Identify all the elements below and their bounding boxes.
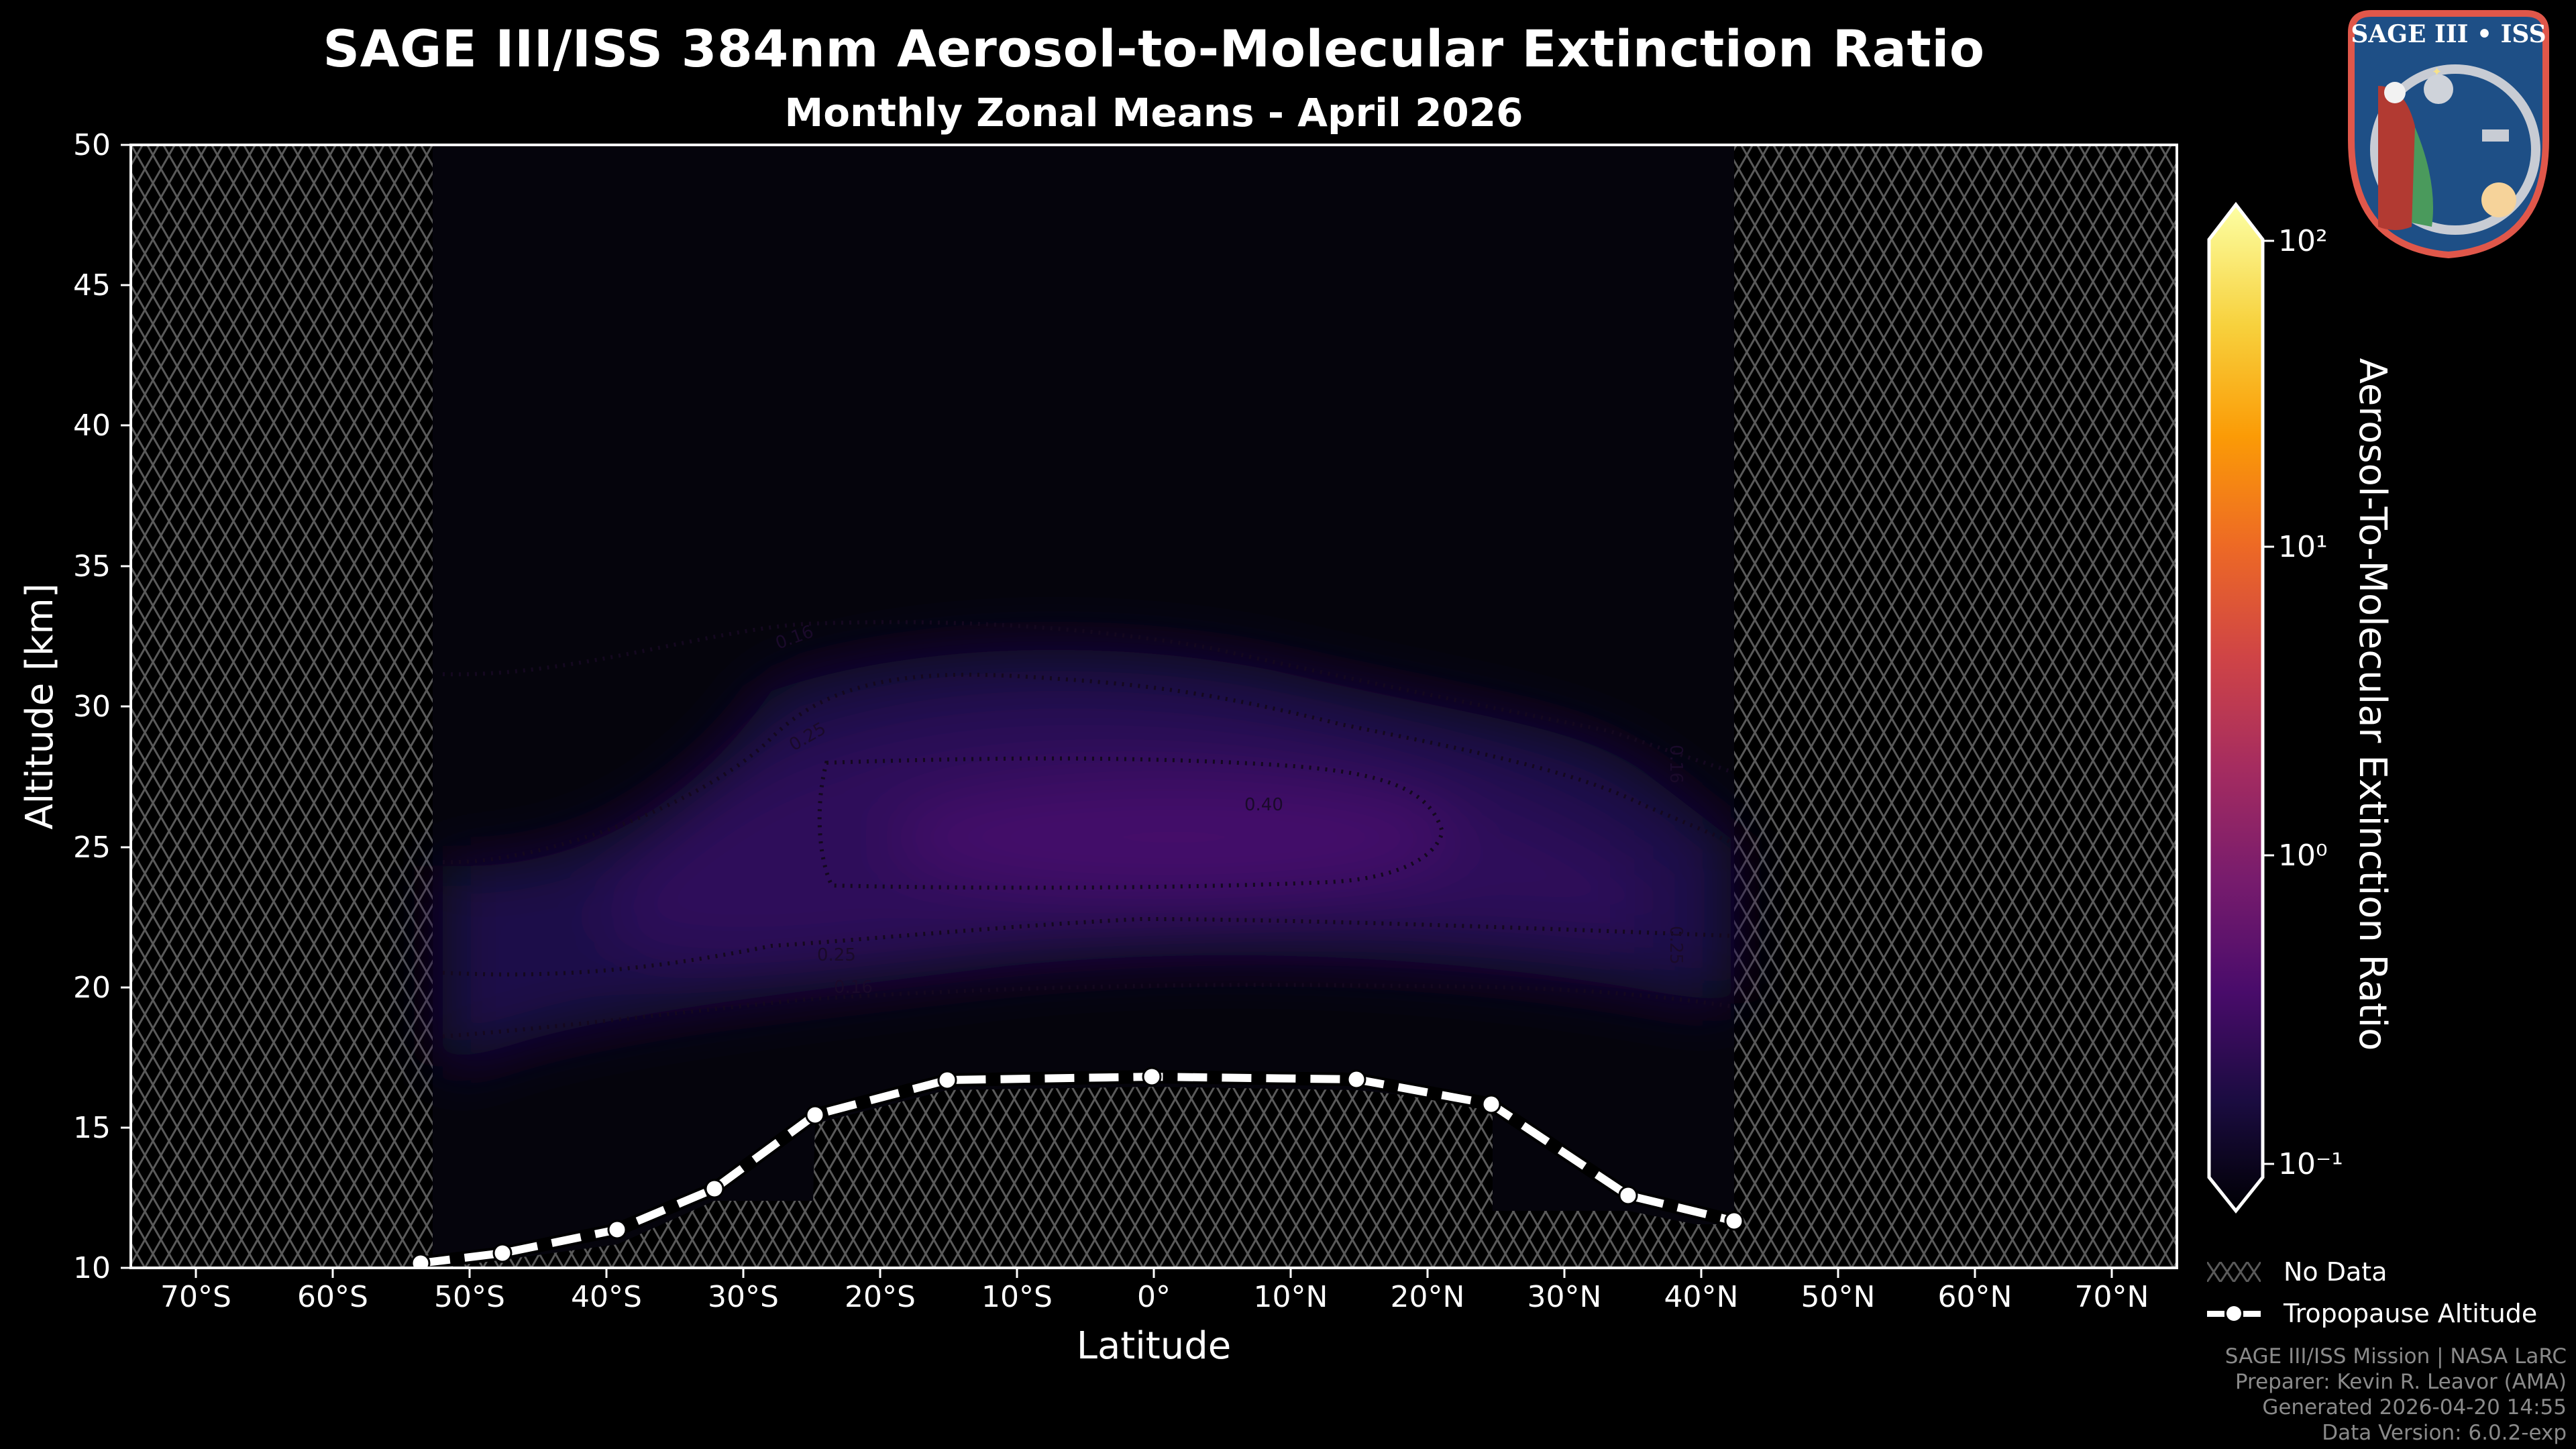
svg-text:0.40: 0.40: [1244, 795, 1283, 815]
svg-text:15: 15: [73, 1111, 111, 1145]
svg-text:60°S: 60°S: [297, 1280, 368, 1314]
y-axis-title: Altitude [km]: [18, 583, 62, 829]
svg-text:SAGE III • ISS: SAGE III • ISS: [2351, 20, 2546, 48]
svg-text:30: 30: [73, 690, 111, 724]
svg-text:20°S: 20°S: [845, 1280, 916, 1314]
svg-text:70°S: 70°S: [160, 1280, 231, 1314]
legend: No Data Tropopause Altitude: [2207, 1251, 2537, 1334]
legend-item-tropopause: Tropopause Altitude: [2207, 1293, 2537, 1334]
dashed-line-marker-icon: [2207, 1306, 2261, 1321]
y-axis: [121, 144, 131, 1269]
colorbar-tick: 10⁻¹: [2278, 1147, 2343, 1181]
x-axis: [195, 1268, 2113, 1278]
svg-text:10°S: 10°S: [981, 1280, 1053, 1314]
svg-text:40°N: 40°N: [1664, 1280, 1739, 1314]
footer-generated: Generated 2026-04-20 14:55: [2262, 1395, 2567, 1419]
footer-version: Data Version: 6.0.2-exp: [2322, 1421, 2567, 1445]
svg-text:45: 45: [73, 268, 111, 303]
chart-title: SAGE III/ISS 384nm Aerosol-to-Molecular …: [323, 19, 1985, 78]
svg-text:25: 25: [73, 830, 111, 865]
svg-text:40: 40: [73, 409, 111, 443]
hatch-swatch-icon: [2207, 1262, 2261, 1282]
contour-lines: [442, 620, 1732, 1038]
footer-preparer: Preparer: Kevin R. Leavor (AMA): [2235, 1370, 2567, 1394]
svg-text:50: 50: [73, 128, 111, 162]
x-axis-title: Latitude: [1077, 1324, 1231, 1368]
svg-text:20°N: 20°N: [1391, 1280, 1465, 1314]
svg-text:50°N: 50°N: [1801, 1280, 1876, 1314]
colorbar-label: Aerosol-To-Molecular Extinction Ratio: [2351, 358, 2394, 1051]
svg-text:✦: ✦: [2432, 65, 2442, 79]
legend-item-no-data: No Data: [2207, 1251, 2537, 1293]
y-tick-labels: 10 15 20 25 30 35 40 45 50: [73, 128, 111, 1285]
plot-area: 0.16 0.25 0.40 0.25 0.16 0.25 0.16: [131, 145, 2177, 1268]
svg-text:30°S: 30°S: [708, 1280, 779, 1314]
svg-text:50°S: 50°S: [434, 1280, 505, 1314]
colorbar-tick: 10¹: [2278, 530, 2328, 564]
svg-text:0.16: 0.16: [834, 977, 873, 998]
colorbar-tick: 10²: [2278, 224, 2328, 258]
svg-text:35: 35: [73, 549, 111, 584]
aerosol-layer: [443, 649, 1731, 1073]
footer-credits: SAGE III/ISS Mission | NASA LaRC Prepare…: [2225, 1344, 2567, 1446]
svg-text:0°: 0°: [1137, 1280, 1171, 1314]
svg-text:0.16: 0.16: [1666, 745, 1686, 784]
svg-text:70°N: 70°N: [2075, 1280, 2149, 1314]
svg-text:60°N: 60°N: [1938, 1280, 2012, 1314]
svg-text:10°N: 10°N: [1254, 1280, 1328, 1314]
x-tick-labels: 70°S 60°S 50°S 40°S 30°S 20°S 10°S 0° 10…: [160, 1280, 2149, 1314]
colorbar: 10⁻¹ 10⁰ 10¹ 10² Aerosol-To-Molecular Ex…: [2207, 201, 2394, 1214]
svg-text:20: 20: [73, 971, 111, 1005]
svg-text:30°N: 30°N: [1527, 1280, 1602, 1314]
tropopause-line: [411, 1067, 1744, 1268]
colorbar-tick: 10⁰: [2278, 839, 2328, 873]
svg-text:0.25: 0.25: [817, 945, 856, 965]
svg-text:0.25: 0.25: [1666, 926, 1686, 965]
svg-text:40°S: 40°S: [571, 1280, 642, 1314]
chart-subtitle: Monthly Zonal Means - April 2026: [784, 90, 1523, 136]
sage-iii-iss-mission-logo: SAGE III • ISS ✦: [2348, 10, 2549, 259]
svg-text:10: 10: [73, 1251, 111, 1285]
footer-mission: SAGE III/ISS Mission | NASA LaRC: [2224, 1344, 2567, 1368]
